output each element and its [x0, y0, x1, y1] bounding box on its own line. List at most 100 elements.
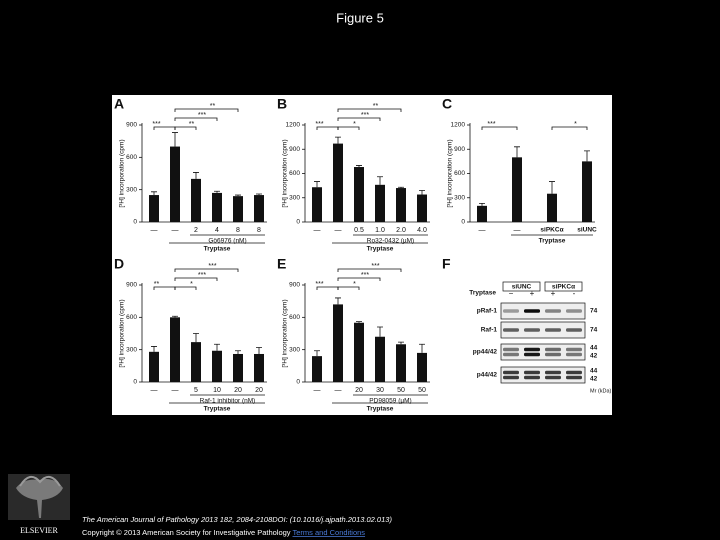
sig-label: ***: [361, 272, 369, 279]
blot-band: [524, 309, 540, 313]
panel-letter: B: [277, 96, 287, 112]
blot-band: [503, 328, 519, 332]
bar: [582, 161, 592, 222]
bar: [233, 196, 243, 222]
blot-band: [545, 375, 561, 380]
terms-link[interactable]: Terms and Conditions: [293, 528, 366, 537]
error-bar: [398, 341, 404, 345]
error-bar: [356, 165, 362, 168]
error-bar: [314, 350, 320, 357]
y-tick-label: 600: [126, 314, 137, 321]
blot-band: [503, 347, 519, 352]
lane-label: -: [573, 289, 576, 298]
mw-label: 44: [590, 345, 598, 352]
x-tick-label: 4.0: [417, 227, 427, 234]
sig-bracket: [481, 126, 518, 130]
citation: The American Journal of Pathology 2013 1…: [82, 515, 392, 524]
sig-bracket: [174, 277, 218, 281]
slide-title: Figure 5: [336, 10, 384, 25]
x-tick-label: —: [172, 387, 179, 394]
x-tick-label: 2: [194, 227, 198, 234]
row-label: pRaf-1: [477, 308, 498, 315]
y-tick-label: 300: [289, 194, 300, 201]
sig-label: ***: [208, 263, 216, 270]
y-tick-label: 0: [133, 379, 137, 386]
sig-label: ***: [152, 121, 160, 128]
lane-label: +: [551, 289, 556, 298]
y-tick-label: 600: [289, 314, 300, 321]
y-axis-label: [³H] incorporation (cpm): [282, 299, 289, 367]
blot-band: [524, 347, 540, 352]
sig-label: ***: [371, 263, 379, 270]
sig-bracket: [174, 268, 239, 272]
bar: [312, 356, 322, 382]
row-label: pp44/42: [473, 349, 498, 356]
sig-bracket: [174, 117, 218, 121]
sig-label: **: [210, 103, 216, 110]
bar: [417, 194, 427, 222]
sig-label: **: [373, 103, 379, 110]
y-tick-label: 600: [289, 170, 300, 177]
error-bar: [256, 193, 262, 196]
sig-label: *: [353, 281, 356, 288]
sig-bracket: [174, 286, 197, 290]
blot-band: [566, 347, 582, 352]
x-tick-label: 30: [376, 387, 384, 394]
x-tick-label: 4: [215, 227, 219, 234]
blot-band: [566, 328, 582, 332]
error-bar: [214, 190, 220, 193]
y-axis-label: [³H] incorporation (cpm): [119, 299, 126, 367]
panel-letter: A: [114, 96, 124, 112]
bar: [512, 157, 522, 222]
bar: [477, 205, 487, 222]
sig-label: ***: [315, 281, 323, 288]
x-tick-label: —: [514, 227, 521, 234]
sig-label: *: [574, 121, 577, 128]
blot-band: [524, 370, 540, 375]
error-bar: [479, 203, 485, 206]
sig-label: **: [189, 121, 195, 128]
group-label: siUNC: [512, 284, 532, 291]
x-tick-label: 50: [418, 387, 426, 394]
blot-band: [566, 309, 582, 313]
error-bar: [193, 333, 199, 343]
bar: [254, 195, 264, 222]
x-tick-label: 0.5: [354, 227, 364, 234]
x-tick-label: —: [335, 387, 342, 394]
group-box: [502, 281, 541, 292]
y-tick-label: 900: [126, 282, 137, 289]
x-axis-label: Gö6976 (nM): [208, 238, 246, 245]
x-tick-label: 8: [257, 227, 261, 234]
bar: [375, 184, 385, 222]
blot-band: [503, 309, 519, 313]
row-label: Raf-1: [481, 327, 498, 334]
y-axis-label: [³H] incorporation (cpm): [447, 139, 454, 207]
bar: [149, 351, 159, 382]
y-axis-label: [³H] incorporation (cpm): [282, 139, 289, 207]
bar: [312, 187, 322, 222]
sig-bracket: [337, 268, 402, 272]
y-tick-label: 0: [296, 379, 300, 386]
mw-label: 42: [590, 353, 598, 360]
row-label: p44/42: [477, 372, 498, 379]
x-tick-label: 20: [355, 387, 363, 394]
sig-bracket: [337, 277, 381, 281]
x-tick-label: siPKCα: [540, 227, 563, 234]
sig-label: *: [190, 281, 193, 288]
blot-band: [524, 375, 540, 380]
group-label: Tryptase: [539, 238, 566, 245]
blot-band: [545, 347, 561, 352]
panel-letter: D: [114, 256, 124, 272]
bar: [170, 146, 180, 222]
bar: [354, 322, 364, 382]
sig-bracket: [337, 286, 360, 290]
error-bar: [151, 191, 157, 196]
bar: [233, 353, 243, 382]
x-tick-label: —: [151, 227, 158, 234]
blot-band: [545, 309, 561, 313]
bar: [191, 342, 201, 382]
mw-unit: Mr (kDa): [590, 388, 612, 394]
bar: [254, 353, 264, 382]
x-tick-label: 50: [397, 387, 405, 394]
